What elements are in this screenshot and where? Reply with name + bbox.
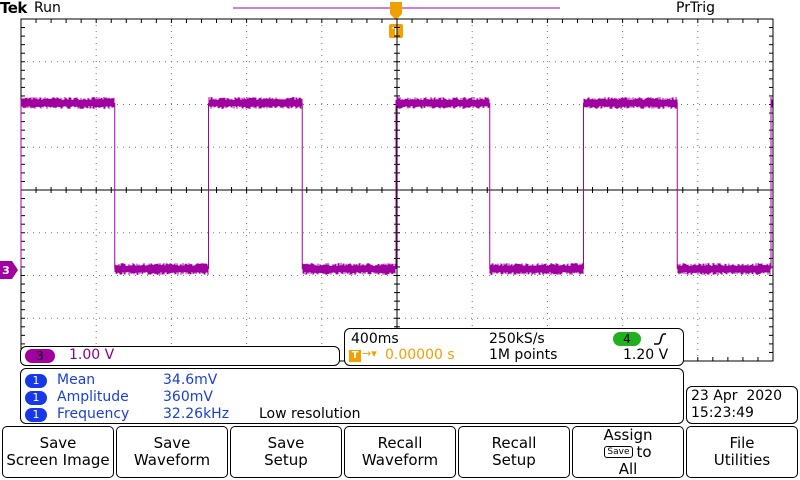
- softkey-label: Recall: [491, 434, 537, 452]
- measurement-badge: 1: [25, 408, 47, 422]
- softkey-label: Screen Image: [6, 451, 110, 469]
- trigger-status: PrTrig: [676, 0, 715, 16]
- sample-rate: 250kS/s: [489, 331, 545, 347]
- softkey-label: Save: [267, 434, 305, 452]
- measurement-name: Amplitude: [57, 389, 129, 405]
- time-per-div: 400ms: [351, 331, 399, 347]
- brand-logo: Tek: [0, 0, 27, 17]
- channel-scale: 1.00 V: [69, 347, 115, 363]
- timebase-panel[interactable]: 400ms 250kS/s 4 T →▾ 0.00000 s 1M points…: [344, 328, 684, 366]
- date-time-panel: 23 Apr 2020 15:23:49: [686, 386, 798, 424]
- recall-setup-button[interactable]: Recall Setup: [458, 426, 570, 478]
- measurement-badge: 1: [25, 391, 47, 405]
- measurement-badge: 1: [25, 374, 47, 388]
- time: 15:23:49: [691, 405, 754, 421]
- trigger-marker-label: T: [392, 25, 400, 38]
- measurement-note: Low resolution: [259, 406, 361, 422]
- measurement-value: 360mV: [163, 389, 213, 405]
- softkey-label: File: [729, 434, 755, 452]
- channel-scale-panel[interactable]: 3 1.00 V: [20, 346, 340, 366]
- assign-save-to-all-button[interactable]: Assign Save to All: [572, 426, 684, 478]
- softkey-label: Recall: [377, 434, 423, 452]
- softkey-label: All: [618, 459, 638, 478]
- save-setup-button[interactable]: Save Setup: [230, 426, 342, 478]
- softkey-label: Setup: [492, 451, 536, 469]
- softkey-label: Setup: [264, 451, 308, 469]
- channel-3-waveform: [20, 97, 773, 275]
- measurement-name: Frequency: [57, 406, 130, 422]
- channel-3-marker[interactable]: 3: [0, 261, 20, 279]
- waveform-display: [20, 18, 774, 362]
- measurements-panel: 1 Mean 34.6mV 1 Amplitude 360mV 1 Freque…: [20, 368, 684, 424]
- measurement-value: 34.6mV: [163, 372, 218, 388]
- status-bar: Tek Run PrTrig: [0, 0, 800, 20]
- save-waveform-button[interactable]: Save Waveform: [116, 426, 228, 478]
- softkey-label: Save to: [604, 443, 652, 461]
- trigger-position: 0.00000 s: [385, 347, 455, 363]
- trigger-arrow-icon: →▾: [362, 347, 377, 360]
- softkey-label: Save: [39, 434, 77, 452]
- measurement-name: Mean: [57, 372, 96, 388]
- record-view-bar: T: [233, 2, 560, 38]
- acquisition-state: Run: [34, 0, 61, 16]
- measurement-value: 32.26kHz: [163, 406, 230, 422]
- rising-edge-icon: [654, 333, 666, 345]
- softkey-label: Save: [153, 434, 191, 452]
- softkey-label: Assign: [603, 425, 653, 444]
- file-utilities-button[interactable]: File Utilities: [686, 426, 798, 478]
- softkey-label: Waveform: [361, 451, 439, 469]
- svg-text:3: 3: [2, 264, 10, 277]
- channel-badge: 3: [25, 349, 55, 363]
- record-length: 1M points: [489, 347, 558, 363]
- save-screen-image-button[interactable]: Save Screen Image: [2, 426, 114, 478]
- trigger-t-icon: T: [349, 350, 361, 362]
- softkey-label: Utilities: [713, 451, 771, 469]
- save-key-icon: Save: [604, 446, 633, 458]
- date: 23 Apr 2020: [691, 388, 783, 404]
- recall-waveform-button[interactable]: Recall Waveform: [344, 426, 456, 478]
- trigger-channel-badge: 4: [613, 332, 641, 346]
- softkey-label: Waveform: [133, 451, 211, 469]
- graticule-grid: [20, 18, 774, 362]
- trigger-level: 1.20 V: [623, 347, 669, 363]
